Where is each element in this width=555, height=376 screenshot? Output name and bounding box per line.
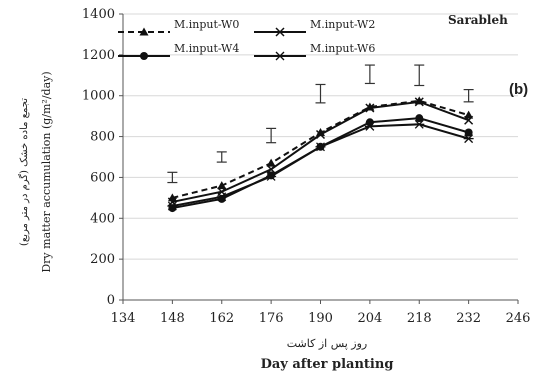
series-0-point-6 [464, 110, 474, 119]
legend-marker-3 [275, 51, 285, 61]
axes [119, 13, 519, 304]
series-2-point-6 [464, 128, 473, 137]
panel-label: (b) [509, 81, 528, 98]
series-lines [172, 99, 469, 210]
y-tick-label-0: 0 [107, 293, 115, 308]
error-bar-204 [364, 64, 375, 85]
series-0-point-4 [365, 102, 375, 111]
series-2-point-5 [415, 114, 424, 123]
x-tick-label-190: 190 [308, 311, 333, 326]
x-axis-label-persian: روز پس از کاشت [287, 337, 368, 350]
legend-label-1: M.input-W2 [310, 18, 375, 31]
error-bar-162 [216, 151, 227, 163]
series-1-point-4 [365, 103, 375, 113]
series-3-point-6 [463, 134, 474, 144]
x-tick-label-176: 176 [259, 311, 284, 326]
y-tick-label-600: 600 [90, 170, 115, 185]
series-3-point-3 [315, 142, 326, 152]
y-tick-label-1200: 1200 [82, 48, 115, 63]
x-axis-label: Day after planting [261, 357, 394, 372]
x-tick-label-148: 148 [160, 311, 185, 326]
legend-marker-2 [140, 52, 148, 60]
y-tick-label-1400: 1400 [82, 7, 115, 22]
legend-label-2: M.input-W4 [174, 42, 239, 55]
legend: M.input-W0 M.input-W2 M.input-W4 M.input-W6 [118, 18, 375, 61]
error-bar-176 [266, 127, 277, 144]
error-bar-148 [167, 171, 178, 184]
y-axis-label-persian: تجمع ماده خشک (گرم در متر مربع) [18, 98, 30, 246]
y-tick-label-800: 800 [90, 130, 115, 145]
error-bar-190 [315, 83, 326, 104]
series-0-point-5 [414, 96, 424, 105]
legend-marker-0 [139, 27, 149, 36]
y-axis-label: Dry matter accumulation (g/m²/day) [40, 71, 53, 272]
series-0-point-2 [266, 158, 276, 167]
series-1-point-0 [167, 197, 177, 207]
y-tick-labels: 0 200 400 600 800 1000 1200 1400 [82, 7, 115, 308]
error-bar-218 [414, 64, 425, 87]
y-tick-label-200: 200 [90, 252, 115, 267]
legend-marker-1 [275, 27, 285, 37]
x-tick-label-218: 218 [407, 311, 432, 326]
series-1-point-5 [414, 97, 424, 107]
series-0-point-3 [316, 127, 325, 136]
x-tick-label-232: 232 [456, 311, 481, 326]
legend-label-3: M.input-W6 [310, 42, 375, 55]
series-3-point-0 [167, 201, 178, 211]
series-1-point-3 [315, 129, 326, 140]
series-2-point-4 [365, 118, 374, 127]
series-3-point-1 [216, 192, 227, 202]
series-0-point-1 [217, 181, 227, 190]
x-tick-label-162: 162 [209, 311, 234, 326]
site-label: Sarableh [448, 13, 508, 27]
x-tick-labels: 134 148 162 176 190 204 218 232 246 [111, 311, 531, 326]
y-tick-label-400: 400 [90, 211, 115, 226]
x-tick-label-246: 246 [506, 311, 531, 326]
legend-entry-3: M.input-W6 [254, 42, 375, 61]
series-3-point-4 [364, 121, 375, 131]
legend-entry-1: M.input-W2 [254, 18, 375, 37]
series-markers [167, 96, 474, 213]
legend-label-0: M.input-W0 [174, 18, 239, 31]
series-1-point-2 [266, 164, 276, 174]
series-3-point-5 [414, 119, 425, 129]
x-tick-label-204: 204 [357, 311, 382, 326]
error-bar-232 [463, 88, 474, 103]
series-1-point-6 [464, 115, 474, 125]
legend-entry-2: M.input-W4 [118, 42, 239, 60]
error-bars [167, 64, 474, 184]
y-tick-label-1000: 1000 [82, 89, 115, 104]
legend-entry-0: M.input-W0 [118, 18, 239, 36]
x-tick-label-134: 134 [111, 311, 136, 326]
series-2-point-2 [267, 171, 276, 180]
series-3-point-2 [266, 171, 277, 181]
